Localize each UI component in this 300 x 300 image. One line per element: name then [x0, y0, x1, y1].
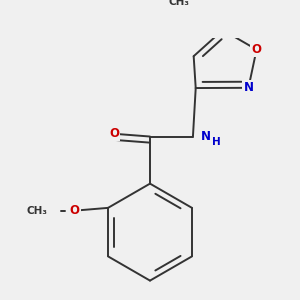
Text: CH₃: CH₃	[26, 206, 47, 216]
Text: O: O	[109, 127, 119, 140]
Text: O: O	[70, 204, 80, 217]
Text: N: N	[243, 81, 254, 94]
Text: H: H	[212, 136, 221, 146]
Text: CH₃: CH₃	[169, 0, 190, 7]
Text: O: O	[252, 43, 262, 56]
Text: N: N	[200, 130, 210, 143]
